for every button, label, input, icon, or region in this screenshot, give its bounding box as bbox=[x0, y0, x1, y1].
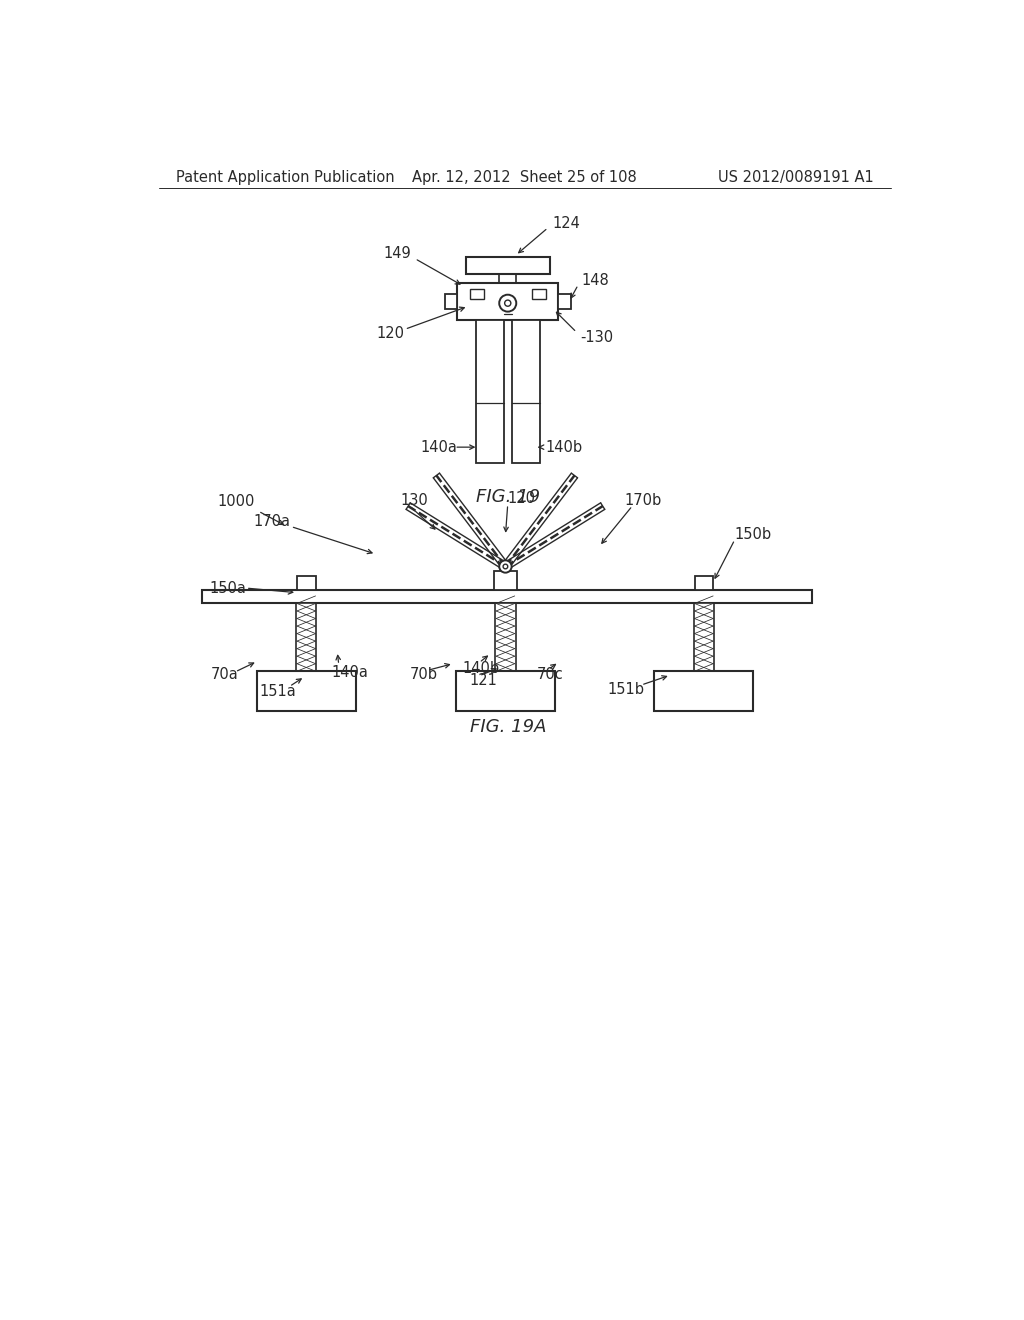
Text: 70a: 70a bbox=[211, 667, 239, 682]
Bar bbox=[257, 671, 356, 711]
Text: -130: -130 bbox=[580, 330, 613, 345]
Bar bbox=[476, 321, 504, 462]
Text: Apr. 12, 2012  Sheet 25 of 108: Apr. 12, 2012 Sheet 25 of 108 bbox=[413, 170, 637, 185]
Bar bbox=[694, 576, 713, 590]
Text: US 2012/0089191 A1: US 2012/0089191 A1 bbox=[718, 170, 873, 185]
Circle shape bbox=[505, 300, 511, 306]
Bar bbox=[494, 572, 517, 590]
Bar bbox=[512, 321, 540, 462]
Text: 140b: 140b bbox=[463, 660, 500, 676]
Text: 124: 124 bbox=[553, 215, 581, 231]
Text: 70b: 70b bbox=[410, 667, 437, 682]
Bar bbox=[531, 289, 546, 298]
Bar bbox=[202, 590, 812, 603]
Text: 150b: 150b bbox=[734, 527, 771, 541]
Text: 148: 148 bbox=[582, 272, 609, 288]
Bar bbox=[558, 294, 570, 309]
Text: 121: 121 bbox=[469, 673, 497, 688]
Bar bbox=[693, 603, 714, 671]
Text: 130: 130 bbox=[400, 492, 429, 508]
Bar bbox=[466, 257, 550, 275]
Text: 140a: 140a bbox=[331, 665, 368, 680]
Text: 150a: 150a bbox=[209, 581, 246, 595]
Text: FIG. 19: FIG. 19 bbox=[476, 488, 540, 506]
Circle shape bbox=[500, 560, 512, 573]
Text: 170b: 170b bbox=[624, 492, 662, 508]
Text: FIG. 19A: FIG. 19A bbox=[469, 718, 546, 735]
Text: 70c: 70c bbox=[538, 667, 564, 682]
Bar bbox=[445, 294, 458, 309]
Text: Patent Application Publication: Patent Application Publication bbox=[176, 170, 394, 185]
Text: 1000: 1000 bbox=[217, 494, 255, 508]
Bar bbox=[470, 289, 483, 298]
Bar bbox=[458, 284, 558, 321]
Text: 140b: 140b bbox=[546, 440, 583, 454]
Text: 151a: 151a bbox=[260, 684, 297, 698]
Text: 140a: 140a bbox=[420, 440, 457, 454]
Bar bbox=[456, 671, 555, 711]
Bar bbox=[296, 603, 316, 671]
Text: 120: 120 bbox=[376, 326, 404, 342]
Circle shape bbox=[500, 294, 516, 312]
Circle shape bbox=[503, 564, 508, 569]
Bar bbox=[297, 576, 315, 590]
Text: 170a: 170a bbox=[254, 515, 291, 529]
Text: 149: 149 bbox=[384, 247, 412, 261]
Bar bbox=[496, 603, 515, 671]
Text: 151b: 151b bbox=[607, 682, 644, 697]
Text: 120: 120 bbox=[508, 491, 536, 507]
Bar bbox=[654, 671, 754, 711]
